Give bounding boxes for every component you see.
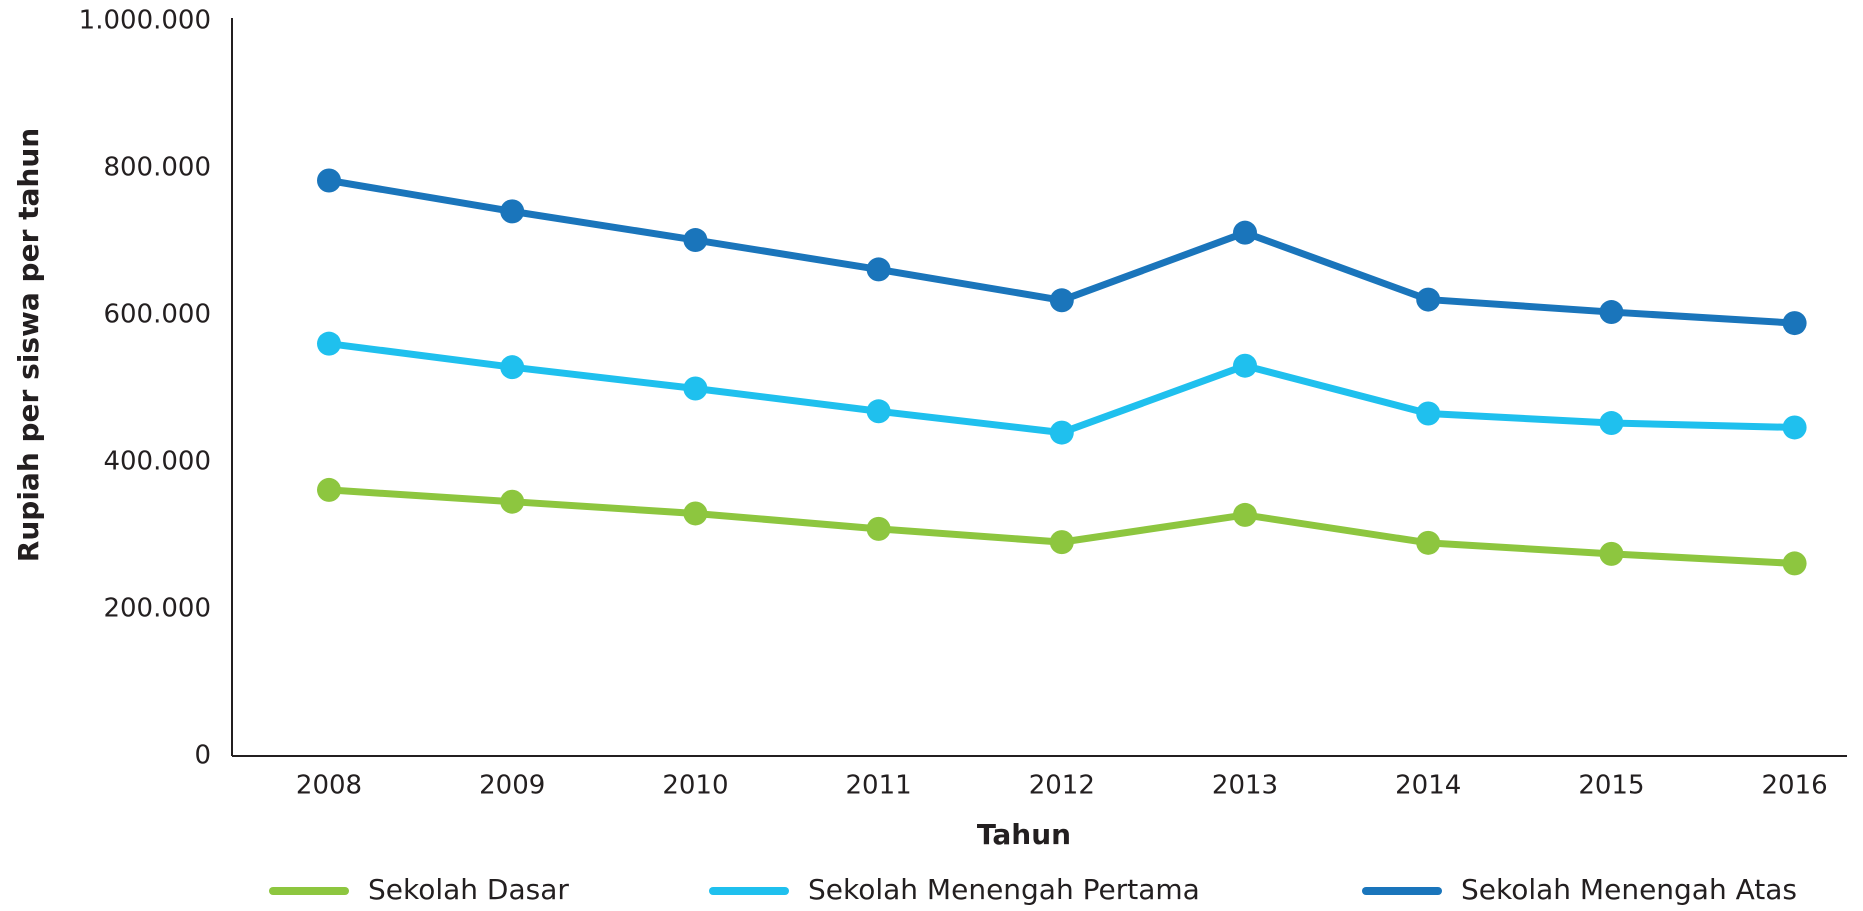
x-tick-label: 2009 [479, 771, 545, 801]
y-tick-label: 200.000 [103, 594, 211, 624]
data-point [866, 399, 891, 424]
data-point [1599, 411, 1624, 436]
y-axis-title: Rupiah per siswa per tahun [12, 128, 45, 562]
x-tick-label: 2016 [1762, 771, 1828, 801]
data-point [500, 199, 525, 224]
data-point [1049, 530, 1074, 555]
data-point [1049, 420, 1074, 445]
data-point [500, 489, 525, 514]
data-point [1049, 288, 1074, 313]
x-tick-label: 2012 [1029, 771, 1095, 801]
legend-label: Sekolah Menengah Pertama [808, 873, 1200, 906]
data-point [866, 257, 891, 282]
x-tick-label: 2015 [1578, 771, 1644, 801]
series-line [328, 340, 1795, 437]
x-tick-label: 2014 [1395, 771, 1461, 801]
x-tick-label: 2011 [846, 771, 912, 801]
y-tick-label: 400.000 [103, 447, 211, 477]
data-point [1233, 502, 1257, 527]
data-point [1599, 300, 1624, 325]
data-point [1782, 415, 1807, 440]
x-tick-label: 2010 [662, 771, 728, 801]
x-axis-title: Tahun [977, 818, 1071, 851]
data-point [1782, 551, 1807, 576]
data-point [1416, 530, 1441, 555]
y-tick-label: 0 [194, 741, 211, 771]
data-point [1416, 401, 1441, 426]
x-tick-label: 2013 [1212, 771, 1278, 801]
y-tick-label: 800.000 [103, 153, 211, 183]
legend-label: Sekolah Dasar [368, 873, 569, 906]
data-point [1599, 541, 1624, 566]
y-tick-label: 1.000.000 [79, 6, 211, 36]
data-point [500, 355, 525, 380]
data-point [866, 516, 891, 541]
data-point [683, 376, 708, 401]
legend-label: Sekolah Menengah Atas [1461, 873, 1797, 906]
data-point [1233, 220, 1257, 245]
data-point [683, 228, 708, 253]
data-point [1782, 311, 1807, 336]
x-tick-label: 2008 [296, 771, 362, 801]
data-point [1416, 287, 1441, 312]
data-point [317, 477, 341, 502]
data-point [683, 501, 708, 526]
y-tick-label: 600.000 [103, 300, 211, 330]
data-point [1233, 353, 1257, 378]
data-point [317, 331, 341, 356]
data-point [317, 168, 341, 193]
